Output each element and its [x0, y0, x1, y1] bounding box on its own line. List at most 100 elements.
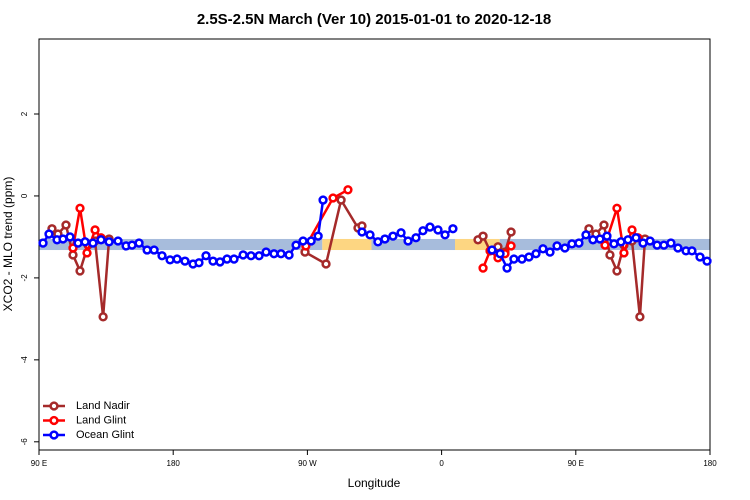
y-tick-label: 2: [20, 111, 29, 116]
data-point: [588, 235, 598, 245]
data-point: [418, 226, 428, 236]
y-tick-label: -2: [20, 274, 29, 282]
data-point: [261, 247, 271, 257]
data-point: [68, 243, 78, 253]
data-point: [425, 222, 435, 232]
data-point: [433, 225, 443, 235]
data-point: [627, 225, 637, 235]
data-point: [695, 252, 705, 262]
background-band: [322, 238, 372, 251]
data-point: [284, 250, 294, 260]
x-tick-label: 90 E: [568, 459, 584, 468]
data-point: [172, 254, 182, 264]
data-point: [90, 225, 100, 235]
data-point: [506, 227, 516, 237]
data-point: [623, 235, 633, 245]
data-point: [666, 238, 676, 248]
data-point: [44, 229, 54, 239]
x-tick-label: 0: [439, 459, 444, 468]
background-band: [455, 238, 500, 251]
data-point: [88, 238, 98, 248]
data-point: [276, 249, 286, 259]
data-point: [560, 243, 570, 253]
data-point: [201, 251, 211, 261]
data-point: [595, 234, 605, 244]
data-point: [502, 263, 512, 273]
data-point: [238, 250, 248, 260]
data-point: [80, 237, 90, 247]
background-band: [39, 238, 323, 251]
y-tick-label: -6: [20, 438, 29, 446]
data-point: [599, 220, 609, 230]
data-point: [506, 241, 516, 251]
data-point: [365, 230, 375, 240]
data-point: [388, 231, 398, 241]
data-point: [448, 224, 458, 234]
data-point: [403, 236, 413, 246]
data-point: [600, 240, 610, 250]
data-point: [96, 235, 106, 245]
data-point: [65, 232, 75, 242]
data-point: [612, 203, 622, 213]
legend-label: Land Nadir: [76, 400, 130, 412]
data-point: [635, 312, 645, 322]
data-point: [687, 246, 697, 256]
data-point: [254, 251, 264, 261]
data-point: [574, 238, 584, 248]
data-point: [343, 185, 353, 195]
x-axis-label: Longitude: [348, 476, 401, 490]
data-point: [75, 203, 85, 213]
data-point: [411, 233, 421, 243]
data-point: [645, 236, 655, 246]
legend-marker: [49, 415, 59, 426]
data-point: [373, 237, 383, 247]
y-axis-label: XCO2 - MLO trend (ppm): [1, 177, 15, 312]
data-point: [619, 248, 629, 258]
data-point: [208, 256, 218, 266]
data-point: [440, 230, 450, 240]
data-point: [113, 236, 123, 246]
data-point: [104, 237, 114, 247]
data-point: [605, 250, 615, 260]
data-point: [531, 249, 541, 259]
data-point: [524, 252, 534, 262]
data-point: [194, 258, 204, 268]
data-point: [313, 231, 323, 241]
data-point: [509, 254, 519, 264]
legend-label: Ocean Glint: [76, 429, 134, 441]
data-point: [567, 239, 577, 249]
data-point: [612, 266, 622, 276]
data-point: [357, 227, 367, 237]
data-point: [487, 245, 497, 255]
data-point: [229, 254, 239, 264]
data-point: [581, 230, 591, 240]
data-point: [246, 251, 256, 261]
data-point: [673, 243, 683, 253]
data-point: [82, 248, 92, 258]
data-point: [336, 195, 346, 205]
data-point: [134, 238, 144, 248]
data-point: [291, 240, 301, 250]
data-point: [478, 263, 488, 273]
legend-marker: [49, 430, 59, 440]
legend-label: Land Glint: [76, 414, 126, 426]
data-point: [215, 257, 225, 267]
x-tick-label: 180: [167, 459, 181, 468]
chart-title: 2.5S-2.5N March (Ver 10) 2015-01-01 to 2…: [197, 11, 551, 28]
data-point: [298, 236, 308, 246]
x-tick-label: 90 E: [31, 459, 47, 468]
data-point: [318, 195, 328, 205]
legend-marker: [49, 401, 59, 411]
data-point: [157, 251, 167, 261]
data-point: [538, 244, 548, 254]
data-point: [165, 255, 175, 265]
data-point: [75, 266, 85, 276]
data-point: [631, 233, 641, 243]
data-point: [328, 193, 338, 203]
data-point: [306, 236, 316, 246]
x-tick-label: 180: [703, 459, 717, 468]
data-point: [495, 249, 505, 259]
x-tick-label: 90 W: [298, 459, 317, 468]
